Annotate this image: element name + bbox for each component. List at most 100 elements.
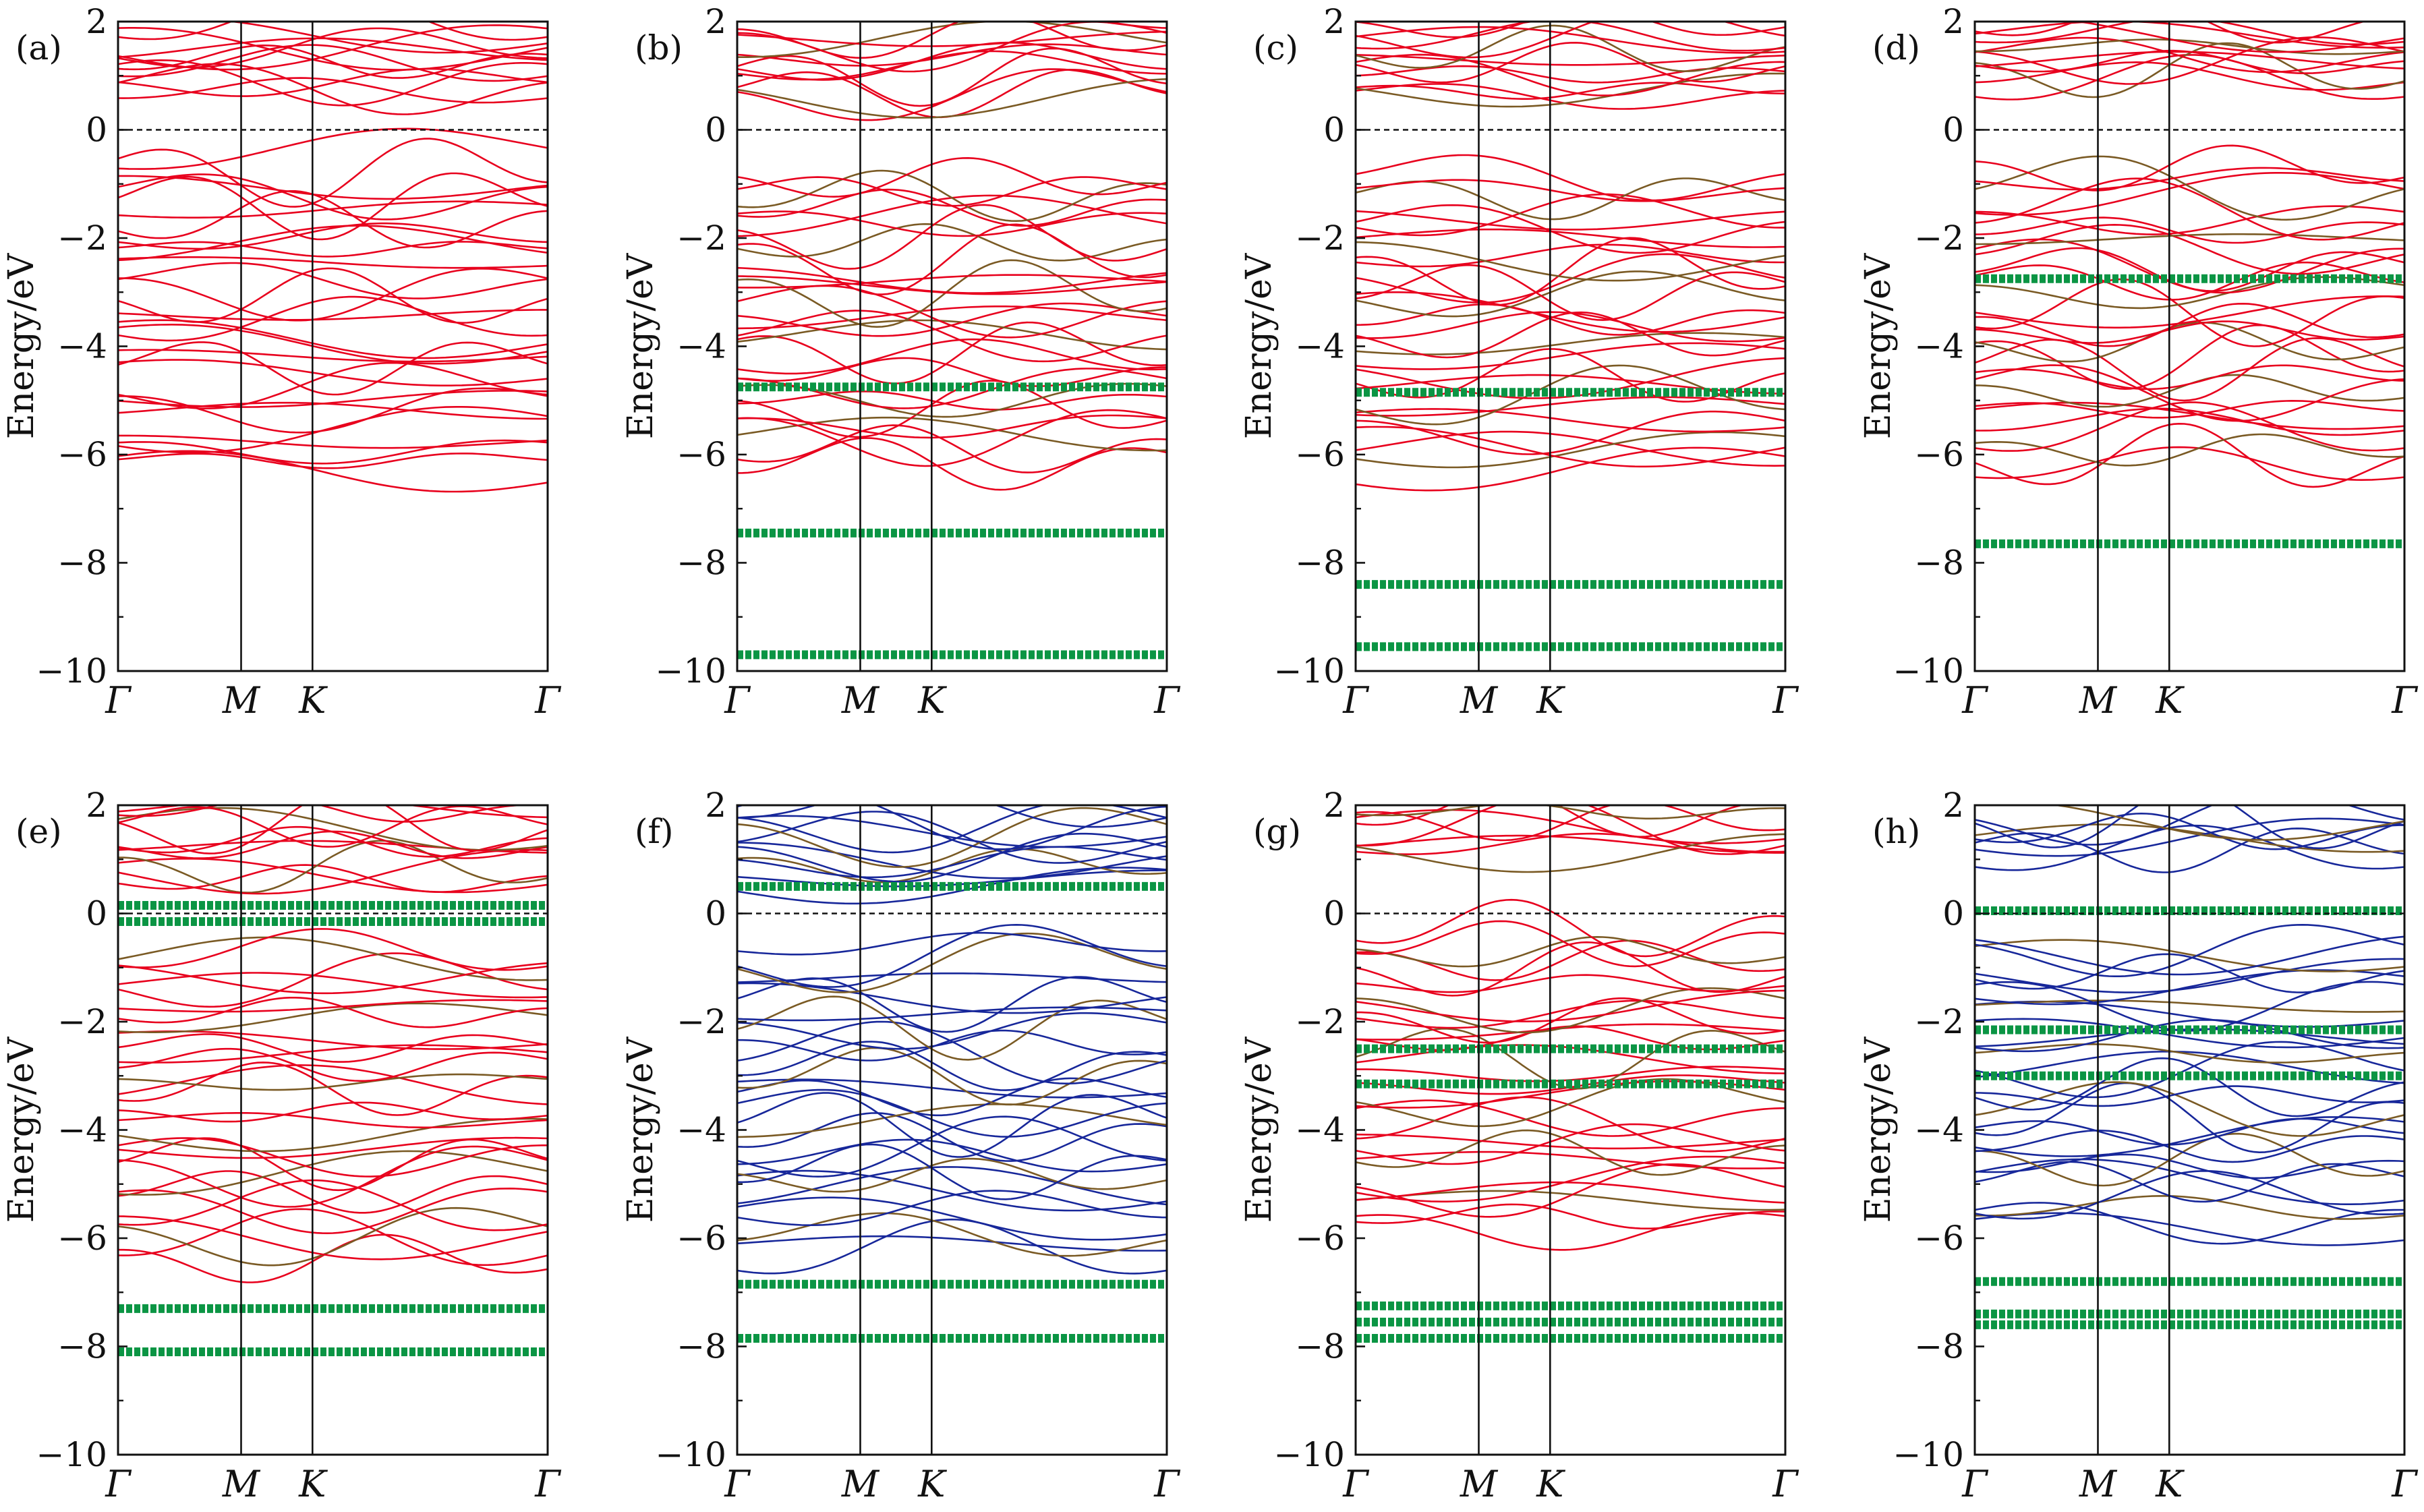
band-line <box>1975 1132 2404 1187</box>
band-line <box>1356 82 1785 100</box>
band-line <box>118 952 548 1008</box>
band-line <box>1975 155 2404 221</box>
band-line <box>1975 205 2404 235</box>
band-line <box>118 349 548 363</box>
band-line <box>1975 38 2404 55</box>
band-line <box>1356 291 1785 333</box>
band-line <box>1975 36 2404 85</box>
band-line <box>1975 969 2404 1006</box>
band-line <box>118 1179 548 1231</box>
x-tick-label: Γ <box>105 679 132 722</box>
bands-group <box>1356 22 1785 651</box>
y-tick-label: −2 <box>57 1002 107 1041</box>
band-line <box>1975 1019 2404 1053</box>
band-line <box>737 437 1167 491</box>
band-line <box>737 1041 1167 1091</box>
band-line <box>737 932 1167 993</box>
band-line <box>737 22 1167 59</box>
band-line <box>118 848 548 895</box>
bands-group <box>1356 805 1785 1343</box>
y-tick-label: 0 <box>1323 894 1345 933</box>
y-tick-label: −4 <box>676 1111 726 1150</box>
x-tick-label: Γ <box>534 679 562 722</box>
band-line <box>737 223 1167 295</box>
band-line <box>1356 24 1785 72</box>
band-line <box>1356 408 1785 433</box>
band-line <box>1356 832 1785 855</box>
band-line <box>737 259 1167 328</box>
x-tick-label: M <box>1460 1463 1499 1505</box>
y-axis-label: Energy/eV <box>1858 252 1899 439</box>
y-tick-label: −6 <box>1914 1219 1964 1258</box>
y-tick-label: 0 <box>1323 111 1345 150</box>
y-tick-label: −6 <box>676 1219 726 1258</box>
band-line <box>1356 41 1785 84</box>
y-tick-label: −6 <box>1295 435 1345 474</box>
panel-frame <box>1973 20 2406 672</box>
band-line <box>1975 824 2404 871</box>
y-tick-label: −10 <box>1273 1435 1345 1474</box>
band-line <box>118 1064 548 1105</box>
band-line <box>737 1092 1167 1158</box>
band-line <box>118 59 548 107</box>
band-line <box>1975 324 2404 390</box>
x-tick-label: K <box>2155 679 2185 722</box>
y-tick-label: −4 <box>1914 327 1964 366</box>
band-line <box>118 173 548 221</box>
y-tick-label: 0 <box>1942 894 1964 933</box>
band-line <box>1975 1194 2404 1220</box>
y-tick-label: 2 <box>86 2 107 41</box>
band-line <box>1356 1123 1785 1165</box>
band-line <box>118 1145 548 1208</box>
band-line <box>1356 809 1785 844</box>
band-line <box>737 1196 1167 1241</box>
band-line <box>1975 817 2404 857</box>
band-line <box>1356 53 1785 96</box>
panel-label: (h) <box>1872 812 1920 851</box>
x-tick-label: Γ <box>1961 1463 1989 1505</box>
panel-label: (g) <box>1253 812 1301 851</box>
y-tick-label: 2 <box>705 2 726 41</box>
band-line <box>1356 204 1785 254</box>
band-line <box>118 805 548 848</box>
band-line <box>1975 1116 2404 1157</box>
y-tick-label: −4 <box>57 1111 107 1150</box>
band-line <box>1356 898 1785 958</box>
band-line <box>118 1101 548 1123</box>
band-line <box>118 319 548 359</box>
band-line <box>1975 407 2404 436</box>
panel-frame <box>1354 804 1787 1456</box>
band-line <box>1975 1041 2404 1099</box>
panel-label: (d) <box>1872 28 1920 67</box>
x-tick-label: Γ <box>2391 679 2419 722</box>
band-line <box>1975 238 2404 294</box>
band-line <box>1975 22 2367 44</box>
y-tick-label: −2 <box>57 219 107 258</box>
band-line <box>1356 989 1785 1022</box>
band-line <box>1975 61 2404 91</box>
band-line <box>737 41 1167 81</box>
band-line <box>1975 1000 2404 1028</box>
band-line <box>737 1235 1167 1252</box>
band-line <box>118 805 548 823</box>
band-line <box>737 1088 1167 1138</box>
band-line <box>118 138 548 208</box>
band-line <box>737 807 1167 868</box>
band-line <box>118 805 548 854</box>
band-line <box>1975 144 2404 192</box>
band-line <box>1975 1129 2404 1163</box>
y-axis-label: Energy/eV <box>1 1036 42 1223</box>
band-line <box>1975 953 2404 993</box>
band-line <box>1975 22 2404 49</box>
band-line <box>737 1112 1167 1162</box>
bands-group <box>118 805 548 1357</box>
band-line <box>1356 243 1785 268</box>
bands-group <box>1975 805 2404 1329</box>
band-line <box>1975 302 2404 347</box>
panel-label: (b) <box>635 28 683 67</box>
bands-group <box>1975 22 2404 548</box>
band-line <box>1356 22 1785 59</box>
